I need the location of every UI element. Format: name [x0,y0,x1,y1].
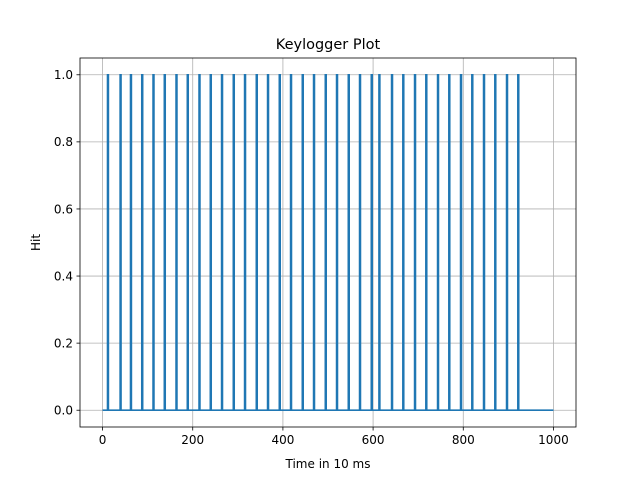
plot-frame [79,57,577,428]
chart-title: Keylogger Plot [276,37,381,53]
y-axis-label: Hit [29,234,43,251]
hit-series-line [102,73,554,412]
x-tick-label: 800 [452,433,475,447]
x-tick-label: 0 [99,433,107,447]
x-axis-ticks: 0 200 400 600 800 1000 [99,427,569,447]
y-axis-ticks: 0.0 0.2 0.4 0.6 0.8 1.0 [54,68,80,418]
series-layer [102,73,554,412]
y-tick-label: 0.2 [54,336,73,350]
x-axis-label: Time in 10 ms [285,457,371,471]
x-tick-label: 200 [181,433,204,447]
plot-area-background [80,58,576,427]
y-tick-label: 0.6 [54,202,73,216]
y-tick-label: 0.0 [54,404,73,418]
x-tick-label: 400 [271,433,294,447]
y-tick-label: 0.4 [54,269,73,283]
y-tick-label: 0.8 [54,135,73,149]
y-tick-label: 1.0 [54,68,73,82]
x-tick-label: 600 [362,433,385,447]
x-tick-label: 1000 [538,433,569,447]
